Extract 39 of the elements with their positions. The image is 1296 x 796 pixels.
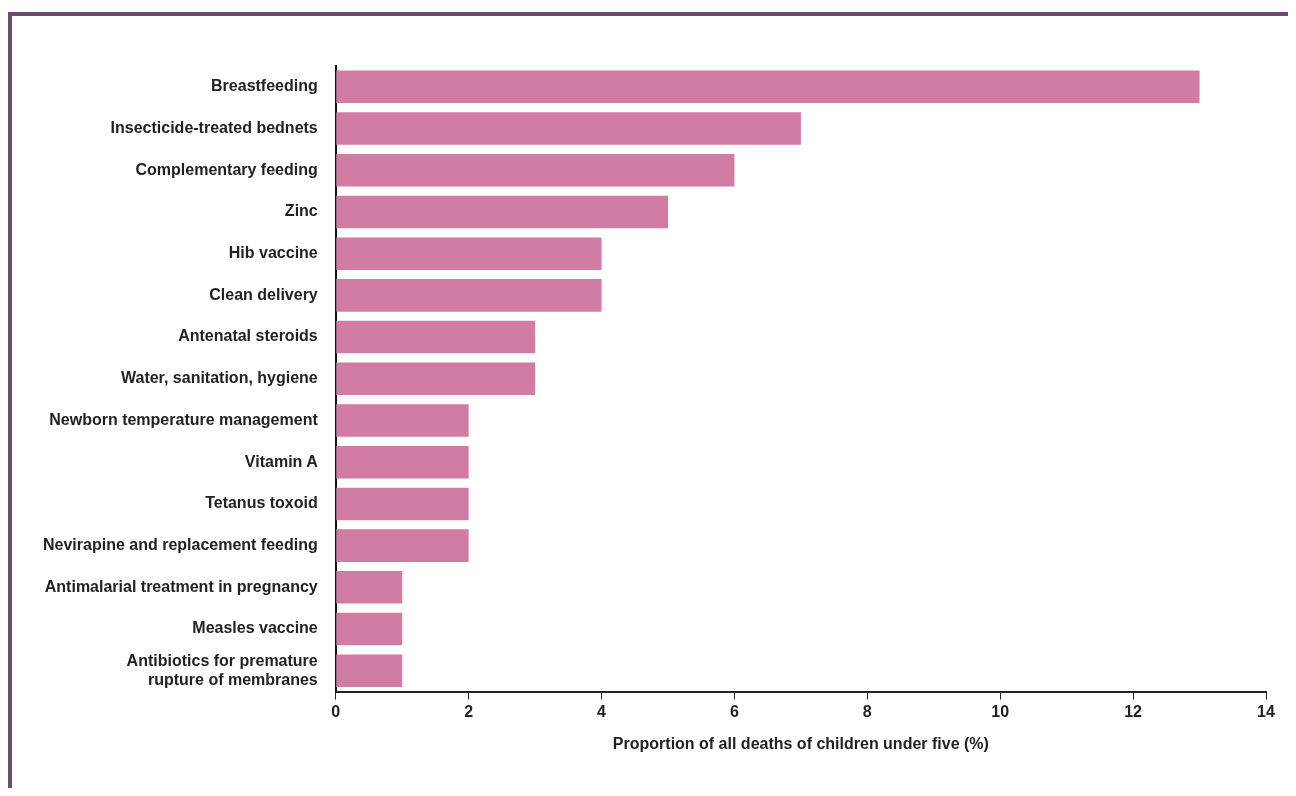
y-tick-label: Hib vaccine	[228, 244, 318, 262]
y-tick-label: Tetanus toxoid	[205, 494, 318, 512]
y-tick-label: Water, sanitation, hygiene	[120, 369, 318, 387]
y-tick-label: Antenatal steroids	[178, 327, 318, 345]
x-tick-label: 8	[862, 702, 872, 720]
y-tick-label: Insecticide-treated bednets	[110, 118, 318, 136]
x-tick-label: 2	[464, 702, 474, 720]
bar	[336, 654, 403, 688]
y-tick-label: Zinc	[284, 202, 318, 220]
y-tick-label: Antibiotics for premature rupture of membranes	[126, 651, 318, 688]
bar	[336, 195, 668, 229]
y-tick-label: Nevirapine and replacement feeding	[43, 536, 318, 554]
x-tick-label: 4	[597, 702, 607, 720]
y-tick-label: Clean delivery	[209, 285, 318, 303]
bar	[336, 529, 469, 562]
y-tick-label: Measles vaccine	[192, 619, 318, 637]
bar	[336, 404, 469, 437]
bar	[336, 612, 403, 646]
bar	[336, 154, 735, 187]
bar	[336, 70, 1200, 104]
bar	[336, 362, 536, 396]
bar	[336, 320, 536, 354]
x-axis-title: Proportion of all deaths of children under five (%)	[612, 734, 989, 752]
x-tick-label: 0	[331, 702, 341, 720]
bar	[336, 571, 403, 604]
x-tick-label: 14	[1257, 702, 1275, 720]
x-tick-label: 10	[991, 702, 1010, 720]
bar	[336, 487, 469, 521]
bar	[336, 445, 469, 479]
y-tick-label: Breastfeeding	[211, 77, 318, 95]
y-tick-label: Newborn temperature management	[49, 410, 319, 428]
x-tick-label: 6	[729, 702, 739, 720]
bar	[336, 112, 801, 145]
x-tick-label: 12	[1124, 702, 1143, 720]
bar	[336, 237, 602, 270]
y-tick-label: Vitamin A	[244, 452, 319, 470]
bar	[336, 279, 602, 312]
y-tick-label: Antimalarial treatment in pregnancy	[44, 577, 318, 595]
y-tick-label: Complementary feeding	[135, 160, 318, 178]
